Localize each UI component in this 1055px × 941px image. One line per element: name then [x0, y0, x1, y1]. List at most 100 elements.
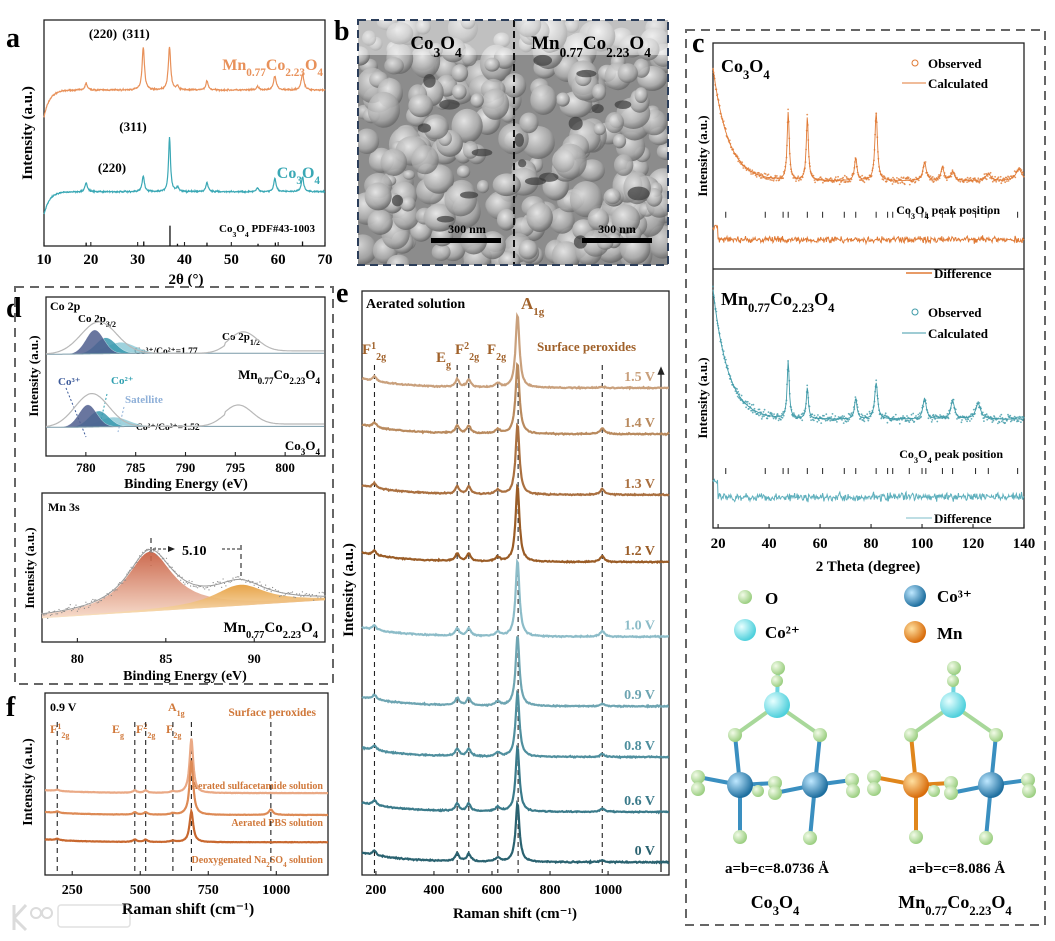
raman-spectrum — [361, 362, 670, 437]
oxygen-atom — [846, 784, 860, 798]
observed-point — [712, 285, 714, 288]
oxygen-atom — [944, 776, 958, 790]
observed-point — [843, 415, 846, 418]
observed-point — [806, 113, 809, 116]
raw-data-point — [225, 585, 227, 587]
observed-point — [896, 177, 898, 179]
observed-point — [776, 413, 779, 415]
raw-data-point — [151, 551, 153, 553]
x-tick-label: 30 — [130, 252, 145, 268]
oxygen-atom — [1021, 773, 1035, 787]
sem-grain — [553, 143, 587, 180]
raw-data-point — [69, 604, 71, 606]
observed-point — [795, 180, 797, 183]
observed-point — [1004, 181, 1007, 184]
sem-pore — [423, 73, 436, 88]
label-co2p12: Co 2p1/2 — [222, 331, 260, 347]
observed-point — [834, 178, 837, 181]
observed-point — [774, 176, 777, 179]
oxygen-atom — [771, 661, 785, 675]
co3-atom — [802, 772, 828, 798]
observed-point — [1009, 414, 1012, 417]
observed-point — [991, 421, 994, 423]
raw-data-point — [61, 612, 63, 614]
sem-grain — [502, 73, 527, 98]
observed-point — [933, 180, 935, 183]
observed-point — [1000, 420, 1003, 423]
observed-point — [757, 413, 759, 415]
raw-data-point — [150, 551, 152, 553]
sem-grain — [592, 83, 607, 101]
oxygen-atom — [813, 728, 827, 742]
scale-bar-left — [431, 238, 501, 243]
observed-point — [750, 404, 753, 406]
observed-point — [868, 410, 871, 413]
raw-data-point — [274, 589, 277, 591]
observed-point — [994, 175, 996, 178]
raw-data-point — [197, 587, 199, 589]
observed-point — [1007, 413, 1009, 416]
observed-point — [741, 161, 744, 164]
raw-data-point — [171, 566, 173, 568]
potential-label: 0.9 V — [624, 688, 655, 703]
y-axis-label: Intensity (a.u.) — [21, 738, 36, 826]
observed-point — [1001, 180, 1004, 182]
panel-label-b: b — [334, 16, 350, 47]
sem-grain — [519, 112, 539, 134]
x-axis-label: Binding Energy (eV) — [124, 477, 248, 492]
observed-point — [761, 416, 764, 418]
observed-point — [868, 178, 870, 181]
series-label-mn: Mn0.77Co2.23O4 — [238, 367, 320, 386]
observed-point — [726, 364, 729, 367]
legend-observed: Observed — [928, 305, 982, 320]
observed-point — [764, 173, 767, 175]
observed-point — [971, 180, 974, 183]
sem-grain — [637, 37, 660, 61]
observed-point — [860, 413, 863, 416]
raw-data-point — [252, 581, 254, 583]
observed-point — [823, 414, 825, 417]
observed-point — [760, 418, 763, 420]
raman-spectrum — [361, 744, 670, 815]
sem-grain — [611, 204, 641, 234]
observed-point — [983, 420, 985, 422]
raw-data-point — [219, 581, 221, 583]
x-tick-label: 800 — [540, 883, 561, 898]
mode-labels: F12g Eg F22g F2g A1g Surface peroxides — [362, 294, 636, 371]
x-tick-label: 20 — [711, 536, 726, 552]
raw-data-point — [188, 580, 190, 582]
mn-atom — [903, 772, 929, 798]
observed-point — [882, 178, 885, 181]
sem-grain — [646, 187, 663, 207]
observed-point — [772, 417, 775, 420]
observed-point — [880, 417, 883, 420]
watermark-logo — [12, 903, 131, 932]
raw-data-point — [216, 581, 219, 583]
observed-point — [912, 180, 915, 183]
raw-data-point — [78, 608, 80, 610]
series-label-mn: Mn0.77Co2.23O4 — [222, 57, 323, 79]
observed-point — [956, 418, 958, 420]
observed-point — [961, 178, 963, 180]
x-tick-label: 1000 — [262, 883, 290, 898]
observed-point — [818, 419, 820, 422]
observed-point — [772, 179, 775, 182]
observed-point — [969, 420, 971, 422]
sem-pore — [568, 116, 583, 131]
observed-point — [947, 417, 950, 420]
legend-difference: Difference — [934, 266, 992, 281]
observed-point — [959, 180, 962, 183]
panel-d-xps: Co 2p Co 2p3/2 Co 2p1/2 Co³⁺/Co²⁺=1.77 M… — [22, 296, 326, 684]
raw-data-point — [44, 614, 46, 616]
sem-pore — [576, 69, 597, 78]
sem-grain — [542, 41, 557, 53]
component-label-co2: Co²⁺ — [111, 375, 134, 387]
legend-co3: Co³⁺ — [937, 587, 972, 606]
component-label-satellite: Satellite — [125, 394, 163, 406]
raw-data-point — [266, 589, 268, 592]
observed-point — [898, 422, 901, 425]
oxygen-atom — [947, 661, 961, 675]
raman-spectrum — [361, 558, 670, 639]
observed-point — [841, 419, 843, 421]
raw-data-point — [257, 586, 260, 589]
